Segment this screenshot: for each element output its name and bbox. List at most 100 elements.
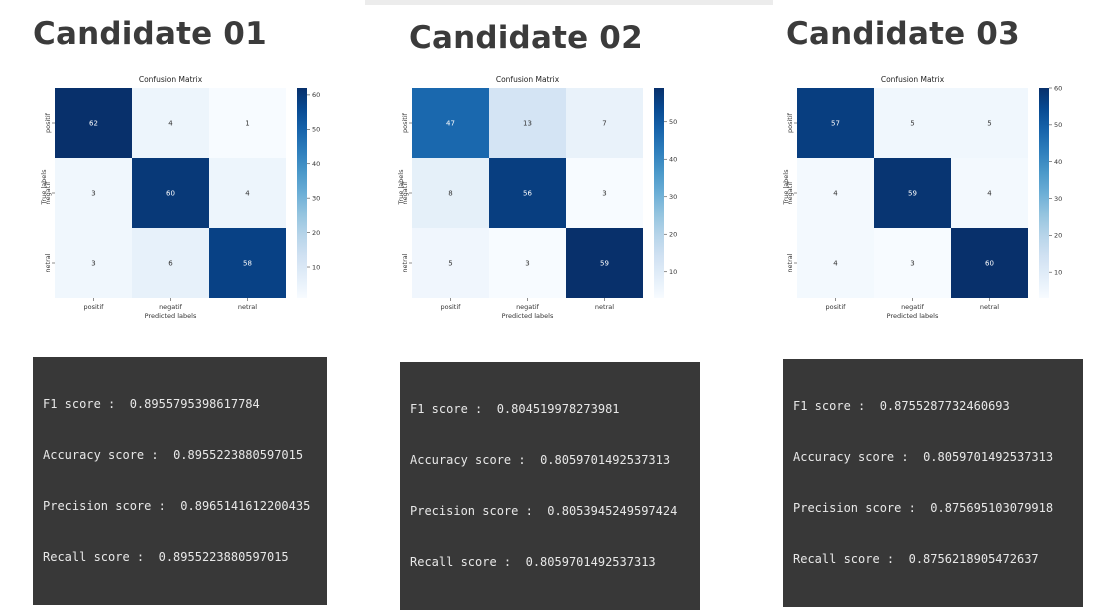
top-bar xyxy=(365,0,773,5)
y-axis-label: True labels xyxy=(782,169,790,206)
x-tick-label: netral xyxy=(980,303,999,311)
cell-value-label: 4 xyxy=(833,190,838,198)
confusion-matrix-chart: Confusion Matrix 57 5 5 4 59 4 4 3 60 positif negat… xyxy=(782,72,1072,320)
y-tick-label: netral xyxy=(44,253,52,272)
colorbar-tick-label: 20 xyxy=(312,229,320,237)
cell-value-label: 4 xyxy=(833,260,838,268)
colorbar xyxy=(654,88,664,298)
colorbar-tick-label: 20 xyxy=(669,231,677,239)
x-axis-label: Predicted labels xyxy=(502,312,554,320)
scores-panel: F1 score : 0.8755287732460693 Accuracy s… xyxy=(783,359,1083,607)
cell-value-label: 57 xyxy=(831,120,840,128)
cell-value-label: 7 xyxy=(602,120,606,128)
cell-value-label: 60 xyxy=(166,190,175,198)
cell-value-label: 1 xyxy=(245,120,249,128)
colorbar-tick-label: 40 xyxy=(312,160,320,168)
score-line-recall: Recall score : 0.8756218905472637 xyxy=(793,552,1039,566)
cell-value-label: 62 xyxy=(89,120,98,128)
colorbar-tick-label: 60 xyxy=(312,91,320,99)
matrix-cell xyxy=(797,88,874,158)
chart-title: Confusion Matrix xyxy=(139,75,203,84)
cell-value-label: 3 xyxy=(910,260,914,268)
cell-value-label: 59 xyxy=(908,190,917,198)
matrix-cell xyxy=(951,158,1028,228)
y-tick-label: negatif xyxy=(44,181,52,205)
cell-value-label: 58 xyxy=(243,260,252,268)
matrix-cell xyxy=(132,158,209,228)
x-tick-label: positif xyxy=(441,303,462,311)
cell-value-label: 60 xyxy=(985,260,994,268)
cell-value-label: 3 xyxy=(602,190,606,198)
score-line-recall: Recall score : 0.8955223880597015 xyxy=(43,550,289,564)
cell-value-label: 3 xyxy=(91,260,95,268)
confusion-matrix-svg: Confusion Matrix 47 13 7 8 56 3 5 3 59 positif nega… xyxy=(397,75,677,320)
matrix-cell xyxy=(566,228,643,298)
x-tick-label: netral xyxy=(595,303,614,311)
cell-value-label: 8 xyxy=(448,190,452,198)
matrix-cell xyxy=(209,228,286,298)
confusion-matrix-svg: Confusion Matrix 62 4 1 3 60 4 3 6 58 positif negat… xyxy=(40,75,320,320)
score-line-accuracy: Accuracy score : 0.8059701492537313 xyxy=(793,450,1054,464)
confusion-matrix-chart: Confusion Matrix 47 13 7 8 56 3 5 3 59 positif nega… xyxy=(397,72,687,320)
y-tick-label: negatif xyxy=(401,181,409,205)
confusion-matrix-chart: Confusion Matrix 62 4 1 3 60 4 3 6 58 positif negat… xyxy=(40,72,330,320)
matrix-cell xyxy=(412,158,489,228)
colorbar-tick-label: 10 xyxy=(312,263,320,271)
x-tick-label: negatif xyxy=(516,303,540,311)
y-axis-label: True labels xyxy=(40,169,48,206)
score-line-f1: F1 score : 0.8755287732460693 xyxy=(793,399,1010,413)
colorbar-tick-label: 50 xyxy=(669,118,677,126)
cell-value-label: 59 xyxy=(600,260,609,268)
cell-value-label: 5 xyxy=(987,120,991,128)
matrix-cell xyxy=(797,228,874,298)
cell-value-label: 56 xyxy=(523,190,532,198)
matrix-cell xyxy=(209,88,286,158)
matrix-cell xyxy=(55,88,132,158)
x-tick-label: negatif xyxy=(901,303,925,311)
x-tick-label: positif xyxy=(826,303,847,311)
matrix-cell xyxy=(55,228,132,298)
cell-value-label: 47 xyxy=(446,120,455,128)
colorbar xyxy=(297,88,307,298)
matrix-cell xyxy=(412,228,489,298)
matrix-cell xyxy=(209,158,286,228)
y-tick-label: positif xyxy=(401,112,409,133)
colorbar-tick-label: 40 xyxy=(1054,158,1062,166)
x-tick-label: positif xyxy=(84,303,105,311)
y-axis-label: True labels xyxy=(397,169,405,206)
y-tick-label: netral xyxy=(786,253,794,272)
matrix-cell xyxy=(132,88,209,158)
matrix-cell xyxy=(566,88,643,158)
chart-title: Confusion Matrix xyxy=(881,75,945,84)
matrix-cell xyxy=(951,228,1028,298)
matrix-cell xyxy=(412,88,489,158)
x-axis-label: Predicted labels xyxy=(887,312,939,320)
colorbar-tick-label: 40 xyxy=(669,156,677,164)
cell-value-label: 4 xyxy=(245,190,250,198)
cell-value-label: 5 xyxy=(448,260,452,268)
score-line-precision: Precision score : 0.875695103079918 xyxy=(793,501,1054,515)
y-tick-label: positif xyxy=(786,112,794,133)
colorbar-tick-label: 10 xyxy=(669,268,677,276)
colorbar-tick-label: 30 xyxy=(1054,195,1062,203)
matrix-cell xyxy=(489,158,566,228)
cell-value-label: 3 xyxy=(91,190,95,198)
matrix-cell xyxy=(566,158,643,228)
score-line-recall: Recall score : 0.8059701492537313 xyxy=(410,555,656,569)
x-tick-label: netral xyxy=(238,303,257,311)
matrix-cell xyxy=(489,88,566,158)
matrix-cell xyxy=(874,88,951,158)
chart-title: Confusion Matrix xyxy=(496,75,560,84)
score-line-accuracy: Accuracy score : 0.8955223880597015 xyxy=(43,448,304,462)
colorbar-tick-label: 30 xyxy=(669,193,677,201)
cell-value-label: 3 xyxy=(525,260,529,268)
colorbar-tick-label: 60 xyxy=(1054,84,1062,92)
candidate-title: Candidate 03 xyxy=(786,16,1020,52)
cell-value-label: 4 xyxy=(168,120,173,128)
cell-value-label: 5 xyxy=(910,120,914,128)
cell-value-label: 6 xyxy=(168,260,173,268)
colorbar-tick-label: 30 xyxy=(312,194,320,202)
cell-value-label: 13 xyxy=(523,120,532,128)
x-axis-label: Predicted labels xyxy=(145,312,197,320)
y-tick-label: negatif xyxy=(786,181,794,205)
